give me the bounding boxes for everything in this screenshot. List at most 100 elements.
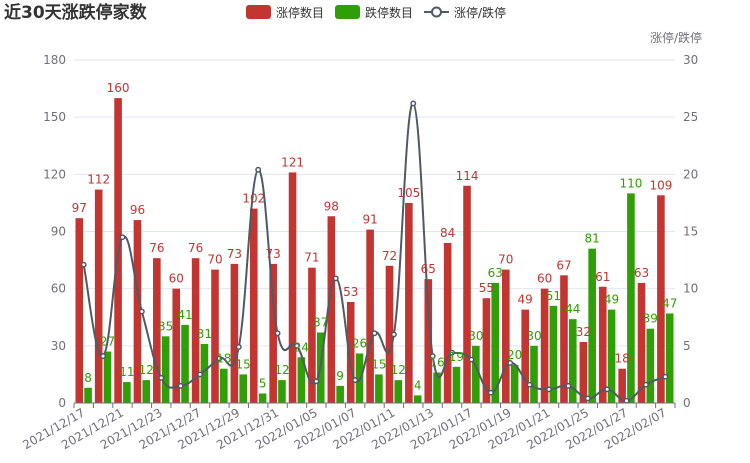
bar-up [657,195,665,403]
data-label-down: 44 [565,302,580,316]
data-label-up: 114 [456,169,479,183]
ratio-point [390,331,397,338]
data-label-up: 91 [362,213,377,227]
bar-up [133,220,142,403]
bar-down [413,395,422,403]
ratio-line-path [82,102,666,402]
y-right-tick-label: 15 [683,225,698,239]
data-label-up: 71 [304,251,319,265]
bar-up [327,216,336,403]
bar-down [549,305,558,403]
legend-item-ratio[interactable]: 涨停/跌停 [424,5,506,20]
ratio-point [507,360,514,366]
bar-up [75,218,84,403]
bar-up [405,202,413,403]
bar-up [579,342,588,403]
ratio-point [468,356,475,363]
data-label-up: 18 [614,352,629,366]
data-label-up: 55 [479,281,494,295]
data-label-up: 73 [266,247,281,261]
ratio-point [371,330,378,337]
legend-item-up[interactable]: 涨停数目 [246,5,324,20]
bar-up [94,189,103,403]
y-left-tick-label: 60 [51,282,66,296]
ratio-point [526,381,533,388]
y-right-tick-label: 0 [683,396,691,410]
data-label-down: 26 [352,336,367,350]
y-left-tick-label: 30 [51,339,66,353]
data-label-up: 96 [130,203,145,217]
bar-up [308,267,316,403]
ratio-point [642,381,649,388]
bar-up [618,368,626,403]
ratio-point [352,377,359,384]
ratio-point [604,386,611,393]
bar-down [297,357,306,403]
y-right-tick-label: 10 [683,282,698,296]
ratio-point [197,371,203,378]
bar-down [258,393,267,403]
data-label-down: 30 [526,329,541,343]
data-label-up: 73 [227,247,242,261]
ratio-point [584,395,591,402]
data-label-up: 61 [595,270,610,284]
bar-up [191,258,200,403]
data-label-up: 70 [498,253,513,267]
bar-down [220,368,228,403]
legend-item-down[interactable]: 跌停数目 [335,5,413,20]
y-left-tick-label: 90 [51,225,66,239]
bar-down [84,387,92,403]
y-left-tick-label: 0 [58,396,66,410]
grid [74,59,675,347]
data-label-down: 9 [336,369,344,383]
data-label-up: 102 [242,192,265,206]
data-label-up: 49 [518,293,533,307]
data-label-down: 20 [507,348,522,362]
data-label-up: 60 [537,272,552,286]
data-label-up: 70 [207,253,222,267]
bar-down [472,345,480,403]
bar-up [521,309,529,403]
bar-up [502,269,510,403]
data-label-up: 105 [397,186,420,200]
bar-up [249,208,258,403]
ratio-point [100,353,107,360]
data-label-down: 24 [294,340,309,354]
data-label-down: 110 [619,176,642,190]
bar-down [433,372,441,403]
bar-down [510,364,519,403]
y-left-tick-label: 120 [43,167,66,181]
data-label-down: 11 [119,365,134,379]
data-label-up: 67 [556,258,571,272]
y-right-tick-label: 20 [683,167,698,181]
legend[interactable]: 涨停数目 跌停数目 涨停/跌停 [246,5,506,20]
bar-down [607,309,616,403]
data-label-down: 35 [158,319,173,333]
y-right-tick-label: 5 [683,339,691,353]
ratio-point [487,389,494,396]
chart-title: 近30天涨跌停家数 [4,2,148,23]
data-label-up: 65 [421,262,436,276]
ratio-point [274,330,281,337]
bar-down [665,313,674,403]
data-label-up: 63 [634,266,649,280]
bar-down [568,319,577,403]
ratio-point [662,373,669,380]
ratio-point [119,234,126,241]
bar-down [394,380,403,403]
data-label-down: 41 [177,308,192,322]
data-label-up: 76 [149,241,164,255]
bar-down [452,366,461,403]
data-label-down: 16 [429,356,444,370]
data-label-up: 76 [188,241,203,255]
legend-label-ratio: 涨停/跌停 [454,5,506,20]
bar-up [346,302,355,403]
legend-label-down: 跌停数目 [365,5,413,20]
bar-down [161,336,170,403]
data-label-down: 12 [139,363,154,377]
bar-up [560,275,568,403]
bar-down [491,282,500,403]
y-left-tick-label: 150 [43,110,66,124]
bar-down [142,380,151,403]
